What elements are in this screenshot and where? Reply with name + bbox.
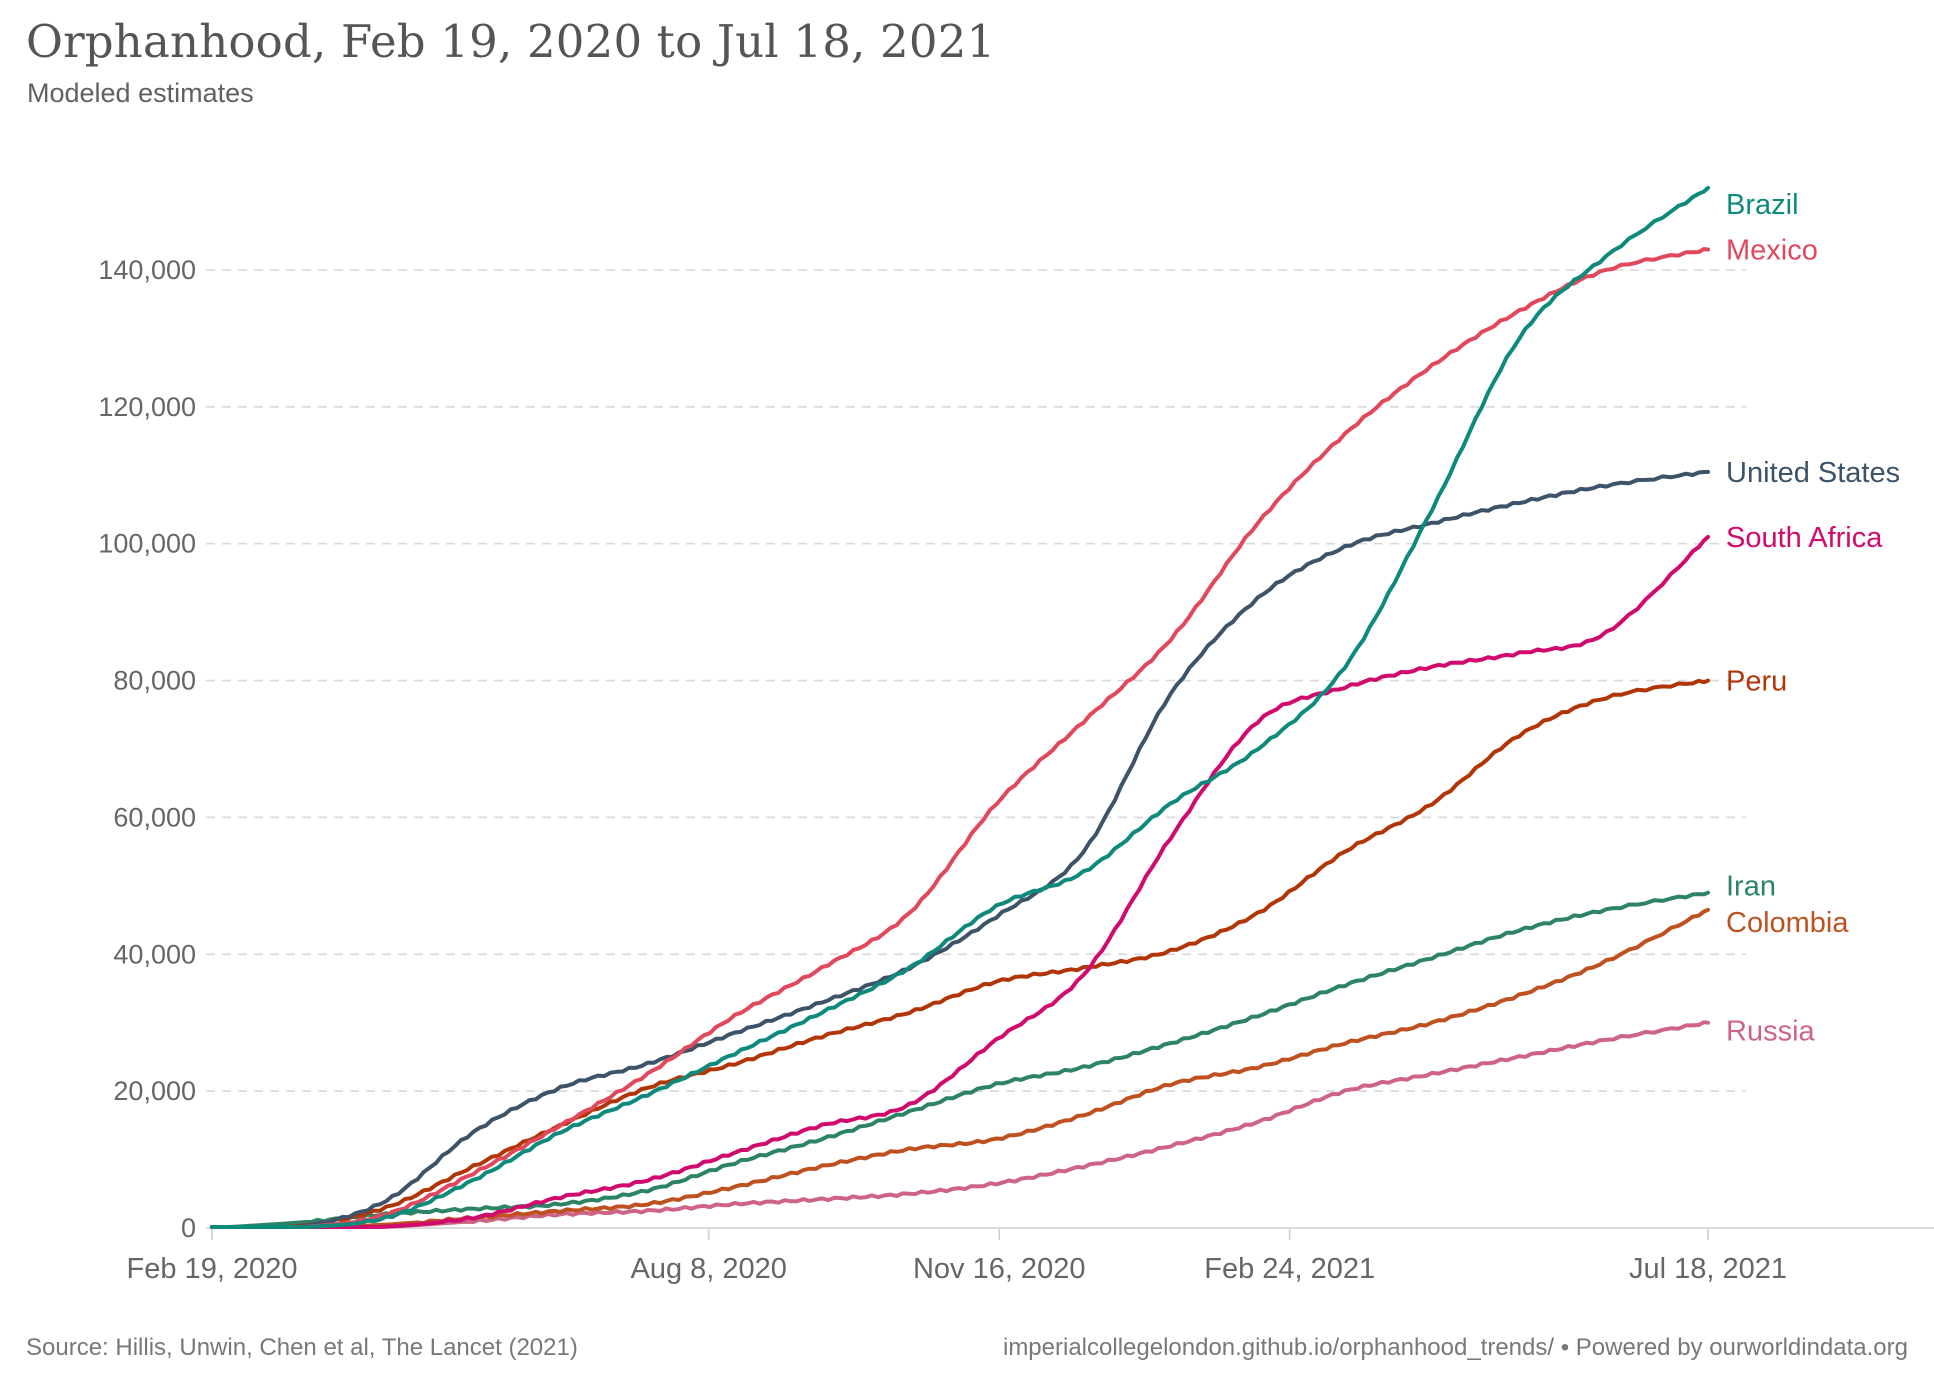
- y-tick-label: 40,000: [113, 939, 196, 969]
- footer-right: imperialcollegelondon.github.io/orphanho…: [1003, 1334, 1908, 1362]
- series-line-mexico[interactable]: [210, 247, 1710, 1229]
- y-tick-label: 80,000: [113, 666, 196, 696]
- series-lines: [210, 185, 1710, 1229]
- legend-label-south-africa[interactable]: South Africa: [1726, 522, 1883, 554]
- series-line-peru[interactable]: [210, 678, 1710, 1229]
- y-axis-labels: 0 20,000 40,000 60,000 80,000 100,000 120,000 1…: [98, 255, 196, 1243]
- y-tick-label: 100,000: [98, 529, 196, 559]
- chart-header: Orphanhood, Feb 19, 2020 to Jul 18, 2021…: [26, 16, 995, 109]
- legend-label-mexico[interactable]: Mexico: [1726, 235, 1818, 267]
- x-tick-label: Feb 19, 2020: [127, 1253, 298, 1285]
- gridlines: [206, 269, 1934, 1240]
- series-line-iran[interactable]: [210, 890, 1710, 1229]
- series-line-south-africa[interactable]: [210, 534, 1710, 1229]
- x-tick-label: Aug 8, 2020: [630, 1253, 786, 1285]
- legend-label-united-states[interactable]: United States: [1726, 457, 1900, 489]
- y-tick-label: 140,000: [98, 255, 196, 285]
- line-chart-svg: 0 20,000 40,000 60,000 80,000 100,000 120,000 1…: [98, 185, 1934, 1285]
- y-tick-label: 120,000: [98, 392, 196, 422]
- y-tick-label: 20,000: [113, 1076, 196, 1106]
- legend: Russia Colombia Iran Peru United States Mexic…: [1726, 189, 1900, 1048]
- x-tick-label: Nov 16, 2020: [913, 1253, 1086, 1285]
- x-tick-label: Feb 24, 2021: [1204, 1253, 1375, 1285]
- chart-title: Orphanhood, Feb 19, 2020 to Jul 18, 2021: [26, 15, 996, 68]
- x-tick-label: Jul 18, 2021: [1629, 1253, 1787, 1285]
- footer-separator: •: [1560, 1334, 1570, 1361]
- legend-label-brazil[interactable]: Brazil: [1726, 189, 1799, 221]
- y-tick-label: 60,000: [113, 802, 196, 832]
- legend-label-colombia[interactable]: Colombia: [1726, 907, 1849, 939]
- x-axis-labels: Feb 19, 2020 Aug 8, 2020 Nov 16, 2020 Feb 2…: [127, 1253, 1787, 1285]
- y-tick-label: 0: [181, 1213, 196, 1243]
- legend-label-peru[interactable]: Peru: [1726, 666, 1787, 698]
- legend-label-russia[interactable]: Russia: [1726, 1016, 1816, 1048]
- chart-subtitle: Modeled estimates: [27, 77, 254, 108]
- line-chart-figure: 0 20,000 40,000 60,000 80,000 100,000 120,000 1…: [40, 16, 1934, 1362]
- legend-label-iran[interactable]: Iran: [1726, 871, 1776, 903]
- series-line-brazil[interactable]: [210, 185, 1710, 1229]
- chart-footer: Source: Hillis, Unwin, Chen et al, The L…: [26, 1334, 1908, 1362]
- footer-link[interactable]: imperialcollegelondon.github.io/orphanho…: [1002, 1334, 1555, 1361]
- series-line-united-states[interactable]: [210, 469, 1710, 1229]
- powered-by-link[interactable]: Powered by ourworldindata.org: [1575, 1334, 1908, 1361]
- source-note: Source: Hillis, Unwin, Chen et al, The L…: [26, 1334, 578, 1361]
